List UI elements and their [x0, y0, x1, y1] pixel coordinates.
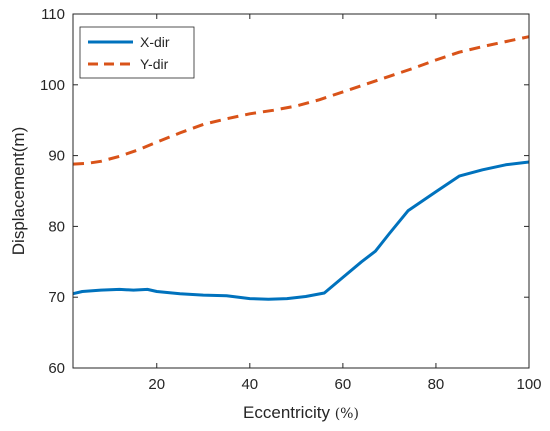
x-axis-label-text: Eccentricity — [243, 403, 330, 422]
x-tick-label: 100 — [516, 376, 541, 393]
legend-label-x-dir: X-dir — [140, 34, 170, 50]
x-axis-unit: (%) — [335, 406, 359, 422]
y-tick-label: 100 — [40, 77, 65, 94]
x-axis-label: Eccentricity (%) — [243, 403, 359, 422]
axes-box — [72, 13, 530, 369]
x-tick-label: 40 — [241, 376, 258, 393]
legend: X-dir Y-dir — [79, 26, 195, 79]
y-tick-label: 90 — [48, 148, 65, 165]
y-tick-label: 70 — [48, 289, 65, 306]
series-line-y-dir — [72, 35, 530, 166]
legend-box — [79, 26, 195, 79]
series-line-x-dir — [72, 160, 530, 301]
y-tick-label: 80 — [48, 218, 65, 235]
x-tick-label: 60 — [335, 376, 352, 393]
x-tick-label: 80 — [428, 376, 445, 393]
legend-label-y-dir: Y-dir — [140, 56, 169, 72]
ticks-layer: 20 40 60 80 100 60 70 80 90 100 110 — [40, 6, 542, 393]
y-tick-label: 110 — [41, 6, 65, 23]
x-tick-label: 20 — [148, 376, 165, 393]
series-layer — [72, 35, 530, 301]
y-axis-label: Displacement(m) — [9, 127, 28, 255]
y-tick-label: 60 — [48, 360, 65, 377]
